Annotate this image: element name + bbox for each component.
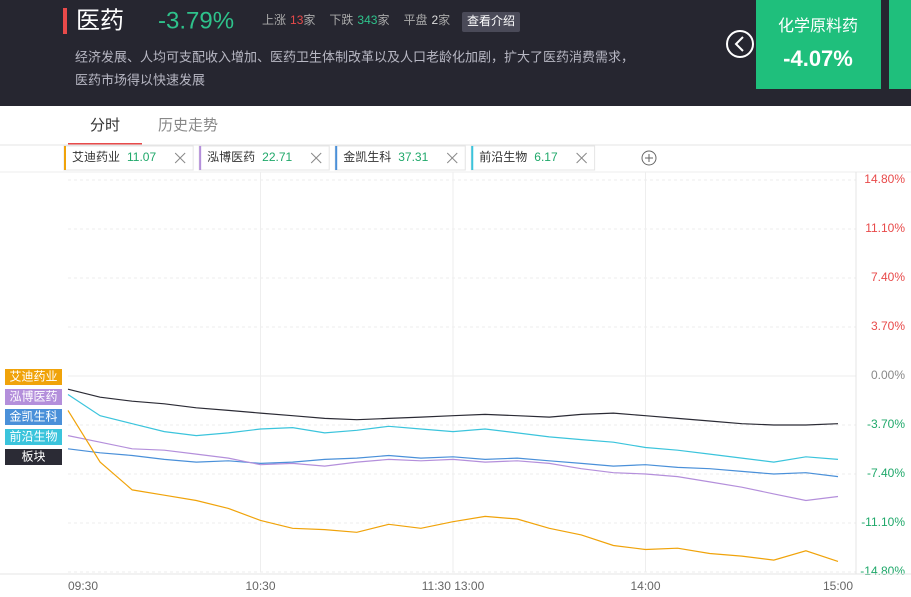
series-tag	[5, 429, 62, 445]
stat-label: 下跌	[329, 12, 353, 27]
stat-unit: 家	[303, 12, 315, 27]
series-tag-label: 板块	[21, 450, 45, 464]
stats: 上涨 13 家下跌 343 家平盘 2 家	[262, 12, 450, 27]
x-tick-label: 10:30	[245, 579, 275, 593]
series-line	[67, 435, 839, 502]
series-line	[67, 410, 839, 562]
chip-price[interactable]: 11.07	[127, 150, 156, 164]
chip-price[interactable]: 6.17	[534, 150, 558, 164]
y-tick-label: -11.10%	[861, 515, 905, 529]
tab[interactable]: 分时	[90, 117, 120, 134]
back-button[interactable]	[726, 30, 754, 58]
x-tick-label: 15:00	[823, 579, 853, 593]
stat-count: 343	[357, 13, 377, 27]
series-tag-label: 前沿生物	[9, 429, 57, 444]
y-tick-label: -14.80%	[860, 564, 905, 578]
y-tick-label: 0.00%	[871, 368, 905, 382]
series-tag-label: 金凯生科	[9, 409, 57, 424]
change: -3.79%	[158, 7, 234, 34]
description: 医药市场得以快速发展	[75, 72, 205, 87]
chip[interactable]: 金凯生科 37.31	[334, 145, 466, 171]
chip-close[interactable]	[576, 152, 587, 164]
chip-close[interactable]	[174, 152, 186, 164]
y-tick-label: 3.70%	[871, 319, 905, 333]
tab-underline	[68, 143, 142, 145]
series-tag	[5, 409, 62, 425]
series-line	[67, 393, 839, 463]
stat-count: 2	[431, 13, 438, 27]
series-line	[67, 388, 839, 426]
add-icon[interactable]	[645, 154, 653, 162]
series-tag	[5, 449, 62, 465]
chip-price[interactable]: 22.71	[262, 150, 292, 164]
chip-box[interactable]	[198, 145, 330, 171]
chip[interactable]: 艾迪药业 11.07	[63, 145, 194, 171]
stat-label: 上涨	[262, 12, 286, 27]
stat-count: 13	[290, 13, 304, 27]
description: 经济发展、人均可支配收入增加、医药卫生体制改革以及人口老龄化加剧，扩大了医药消费…	[75, 49, 634, 64]
y-tick-label: -3.70%	[867, 417, 905, 431]
chip-color[interactable]	[64, 146, 66, 170]
intro-button-label[interactable]: 查看介绍	[467, 14, 515, 28]
stat-unit: 家	[377, 12, 389, 27]
series-tag-label: 艾迪药业	[9, 370, 57, 384]
y-tick-label: 14.80%	[864, 172, 905, 186]
series-tag-label: 泓博医药	[9, 389, 57, 404]
chip-name[interactable]: 艾迪药业	[72, 150, 120, 164]
card-name[interactable]: 化学原料药	[778, 17, 858, 35]
y-tick-label: 7.40%	[871, 270, 905, 284]
card-change[interactable]: -4.07%	[783, 46, 853, 71]
x-tick-label: 09:30	[68, 579, 98, 593]
series-tag	[5, 369, 62, 385]
title-marker	[63, 8, 67, 34]
tab[interactable]: 历史走势	[158, 117, 218, 134]
chip-name[interactable]: 金凯生科	[343, 149, 391, 164]
x-tick-label: 11:30 13:00	[422, 579, 485, 593]
chip-box[interactable]	[470, 145, 596, 171]
chip[interactable]: 前沿生物 6.17	[470, 145, 596, 171]
chip-close[interactable]	[446, 152, 458, 164]
plot: 14.80% 11.10% 7.40% 3.70% 0.00% -3.70% -7.40% -…	[0, 172, 911, 593]
chip-color[interactable]	[471, 146, 474, 170]
chip-close[interactable]	[310, 152, 322, 164]
y-tick-label: 11.10%	[865, 221, 905, 235]
title: 医药	[76, 7, 124, 34]
back-icon[interactable]	[734, 36, 744, 52]
series-line	[67, 448, 839, 478]
chip-color[interactable]	[335, 146, 338, 170]
chip[interactable]: 泓博医药 22.71	[198, 145, 330, 171]
chip-price[interactable]: 37.31	[398, 150, 428, 164]
chip-color[interactable]	[199, 146, 202, 170]
next-card[interactable]	[889, 0, 911, 89]
chips: 艾迪药业 11.07 泓博医药 22.71 金凯生科 37.31 前沿生物 6.17	[63, 145, 596, 171]
chip-name[interactable]: 前沿生物	[479, 149, 527, 164]
add-button[interactable]	[641, 150, 657, 166]
intro-button[interactable]	[462, 12, 520, 32]
chip-name[interactable]: 泓博医药	[207, 149, 255, 164]
stat-label: 平盘	[403, 12, 427, 27]
y-tick-label: -7.40%	[867, 466, 905, 480]
x-tick-label: 14:00	[630, 579, 660, 593]
chip-box[interactable]	[63, 145, 194, 171]
stat-unit: 家	[438, 12, 450, 27]
series-tag	[5, 389, 62, 405]
sector-card[interactable]	[756, 0, 881, 89]
